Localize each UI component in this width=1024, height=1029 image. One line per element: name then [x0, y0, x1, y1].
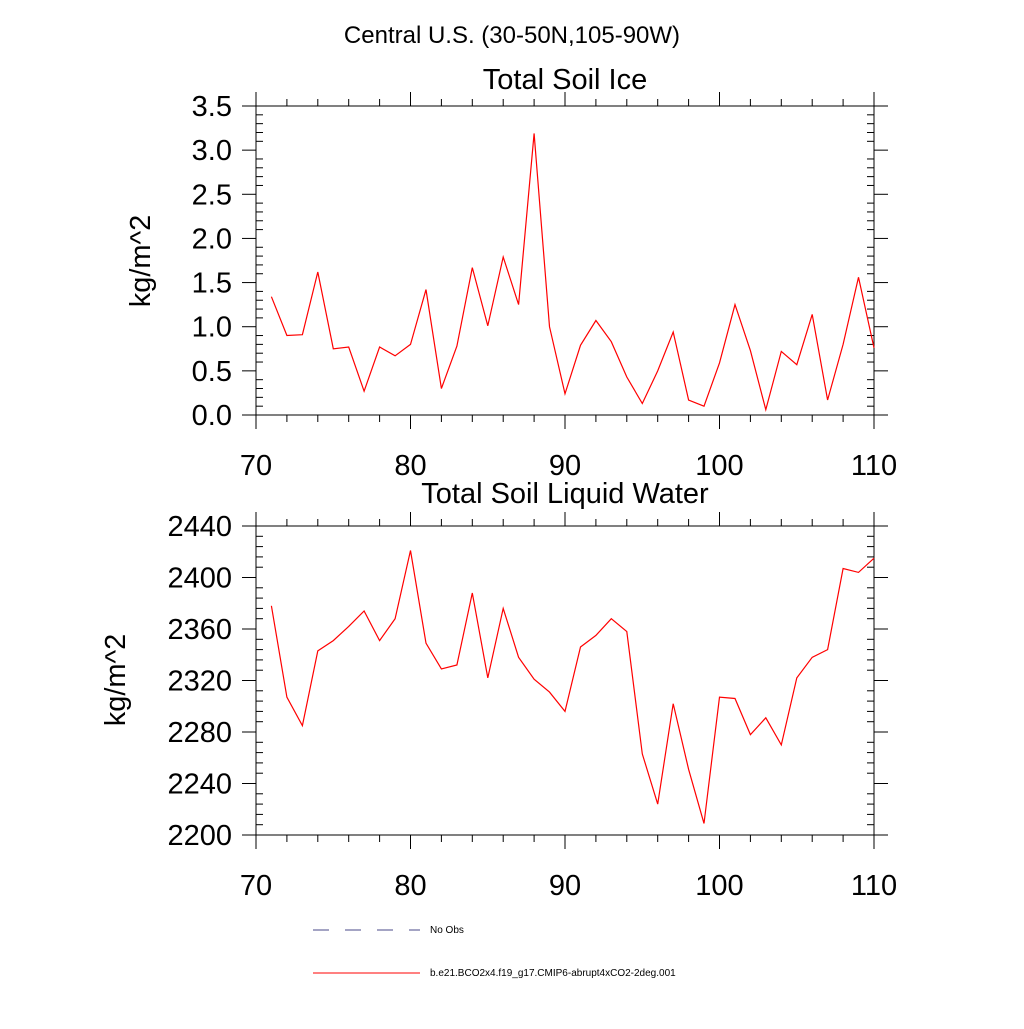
y-tick-label: 0.5 [192, 356, 232, 388]
x-tick-label: 90 [549, 450, 581, 482]
y-tick-label: 2400 [167, 563, 232, 595]
series-line [270, 133, 875, 413]
panel-total-soil-ice: Total Soil Ice kg/m^2 70 80 90 100 110 0.0 0.5… [125, 64, 897, 482]
x-tick-label: 90 [549, 870, 581, 902]
y-tick-label: 2440 [167, 511, 232, 543]
legend-label-model-run: b.e21.BCO2x4.f19_g17.CMIP6-abrupt4xCO2-2… [430, 968, 676, 979]
y-tick-label: 3.0 [192, 135, 232, 167]
x-tick-label: 110 [851, 450, 897, 482]
figure-title: Central U.S. (30-50N,105-90W) [344, 22, 680, 49]
y-tick-label: 2360 [167, 614, 232, 646]
y-tick-label: 2240 [167, 769, 232, 801]
y-axis-label: kg/m^2 [100, 634, 132, 727]
x-tick-label: 80 [394, 870, 426, 902]
legend-label-no-obs: No Obs [430, 925, 464, 936]
y-tick-label: 2.5 [192, 179, 232, 211]
y-tick-label: 2280 [167, 717, 232, 749]
x-tick-label: 70 [240, 450, 272, 482]
y-tick-label: 2200 [167, 820, 232, 852]
y-tick-label: 2.0 [192, 223, 232, 255]
y-tick-label: 3.5 [192, 91, 232, 123]
panel-total-soil-liquid-water: Total Soil Liquid Water kg/m^2 70 80 90 100… [100, 478, 897, 902]
plot-frame [255, 525, 875, 836]
y-tick-label: 1.5 [192, 268, 232, 300]
y-axis-label: kg/m^2 [125, 215, 157, 308]
legend: No Obs b.e21.BCO2x4.f19_g17.CMIP6-abrupt… [313, 925, 676, 979]
chart-title: Total Soil Ice [483, 64, 647, 96]
y-tick-label: 0.0 [192, 400, 232, 432]
series-line [270, 550, 875, 824]
x-tick-label: 110 [851, 870, 897, 902]
plot-frame [255, 105, 875, 416]
y-tick-label: 2320 [167, 666, 232, 698]
x-tick-label: 80 [394, 450, 426, 482]
x-tick-label: 100 [695, 450, 743, 482]
x-tick-label: 100 [695, 870, 743, 902]
chart-title: Total Soil Liquid Water [421, 478, 709, 510]
x-tick-label: 70 [240, 870, 272, 902]
y-tick-label: 1.0 [192, 312, 232, 344]
